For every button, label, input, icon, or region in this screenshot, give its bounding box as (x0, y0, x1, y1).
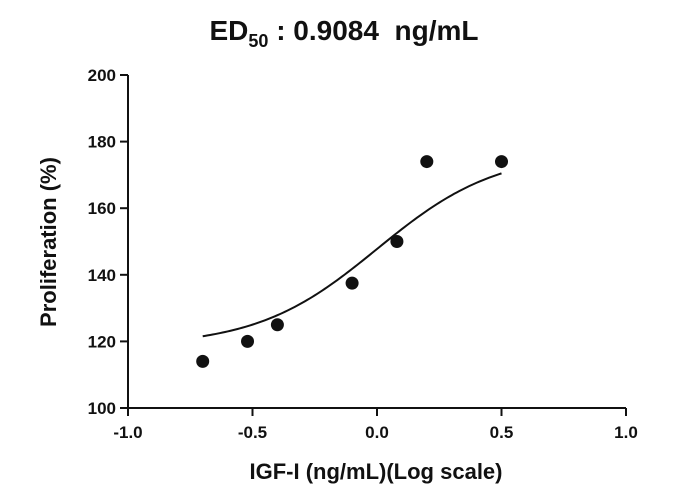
x-tick-label: 0.0 (365, 423, 389, 442)
chart-title-subscript: 50 (248, 31, 268, 51)
y-tick-label: 180 (88, 133, 116, 152)
data-points-layer (196, 155, 508, 368)
y-tick-label: 160 (88, 199, 116, 218)
x-axis-ticks: -1.0 -0.5 0.0 0.5 1.0 (113, 408, 638, 442)
y-tick-label: 200 (88, 66, 116, 85)
data-point (420, 155, 434, 169)
fit-curve-layer (202, 172, 502, 338)
data-point (345, 276, 359, 290)
fit-curve (202, 172, 502, 338)
y-axis-ticks: 100 120 140 160 180 200 (88, 66, 128, 418)
x-tick-label: -0.5 (238, 423, 267, 442)
y-tick-label: 120 (88, 332, 116, 351)
y-tick-label: 100 (88, 399, 116, 418)
data-point (196, 354, 210, 368)
data-point (241, 334, 255, 348)
x-axis-label: IGF-I (ng/mL)(Log scale) (250, 459, 503, 484)
x-tick-label: -1.0 (113, 423, 142, 442)
data-point (270, 318, 284, 332)
chart-title-prefix: ED (209, 15, 248, 46)
y-axis-label: Proliferation (%) (36, 157, 61, 327)
data-point (390, 235, 404, 248)
y-tick-label: 140 (88, 266, 116, 285)
data-point (495, 155, 508, 169)
chart-title: ED50 : 0.9084 ng/mL (209, 15, 478, 51)
x-tick-label: 0.5 (490, 423, 514, 442)
chart-title-suffix: : 0.9084 ng/mL (268, 15, 478, 46)
x-tick-label: 1.0 (614, 423, 638, 442)
